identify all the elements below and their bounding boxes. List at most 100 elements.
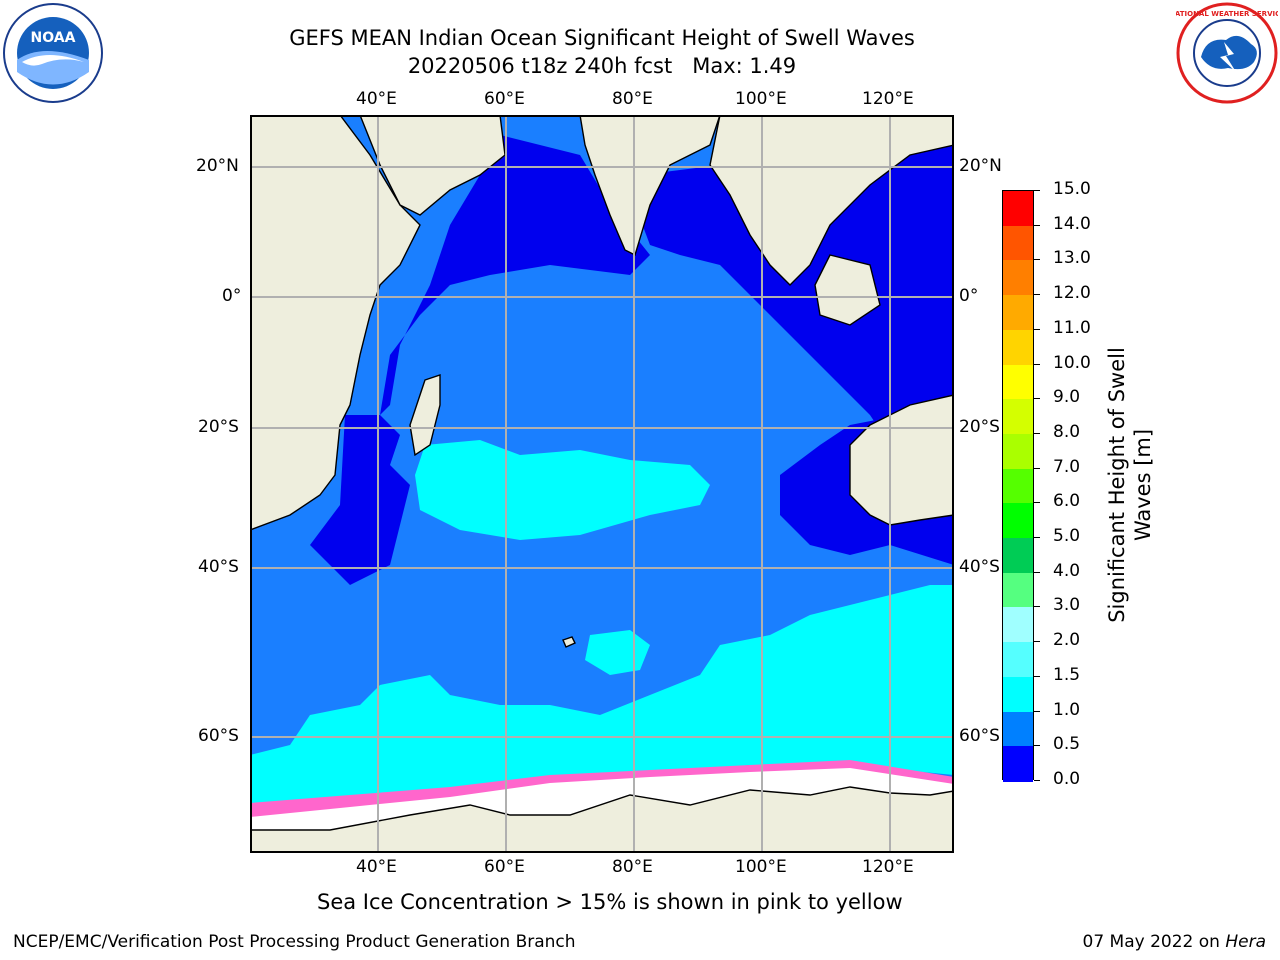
colorbar-segment	[1003, 746, 1033, 783]
lat-tick-right: 20°N	[959, 156, 1002, 176]
colorbar-tick-mark	[1034, 190, 1040, 191]
colorbar-tick-label: 8.0	[1053, 421, 1081, 442]
lon-tick-top: 40°E	[356, 89, 397, 109]
lon-tick-top: 120°E	[862, 89, 914, 109]
swell-deep-mozambique	[310, 415, 410, 585]
colorbar-tick-mark	[1034, 432, 1040, 434]
colorbar-tick-label: 12.0	[1053, 283, 1091, 304]
footer-date: 07 May 2022 on	[1082, 932, 1226, 952]
land-kerguelen	[562, 636, 576, 648]
colorbar-segment	[1003, 503, 1033, 540]
colorbar-tick-label: 6.0	[1053, 491, 1081, 512]
lon-tick-top: 60°E	[484, 89, 525, 109]
nws-logo-text: NATIONAL WEATHER SERVICE	[1176, 10, 1278, 18]
colorbar-segment	[1003, 364, 1033, 401]
colorbar-segment	[1003, 676, 1033, 714]
sea-ice-caption: Sea Ice Concentration > 15% is shown in …	[317, 890, 903, 914]
lon-tick-bottom: 100°E	[735, 857, 787, 877]
lon-tick-bottom: 60°E	[484, 857, 525, 877]
colorbar-segment	[1003, 295, 1033, 332]
colorbar-segment	[1003, 191, 1033, 228]
lon-tick-bottom: 80°E	[612, 857, 653, 877]
nws-logo: NATIONAL WEATHER SERVICE	[1176, 2, 1278, 104]
lat-tick-right: 60°S	[959, 726, 1000, 746]
lat-tick-right: 0°	[959, 286, 979, 306]
colorbar-segment	[1003, 642, 1033, 679]
footer-host: Hera	[1225, 932, 1266, 952]
sea-ice-edge	[250, 760, 954, 820]
colorbar-tick-label: 14.0	[1053, 213, 1091, 234]
colorbar-tick-label: 4.0	[1053, 560, 1081, 581]
swell-cyan-subtropical	[415, 440, 710, 540]
colorbar-tick-mark	[1034, 571, 1040, 573]
footer-left: NCEP/EMC/Verification Post Processing Pr…	[13, 932, 576, 952]
land-antarctica	[250, 786, 954, 853]
colorbar-segment	[1003, 468, 1033, 505]
footer-right: 07 May 2022 on Hera	[1083, 932, 1267, 952]
colorbar-tick-mark	[1034, 259, 1040, 261]
colorbar-segment	[1003, 538, 1033, 575]
colorbar-segment	[1003, 329, 1033, 367]
colorbar-tick-mark	[1034, 537, 1040, 539]
colorbar-tick-mark	[1034, 398, 1040, 400]
colorbar-segment	[1003, 572, 1033, 609]
lon-tick-top: 100°E	[735, 89, 787, 109]
lat-tick-left: 0°	[222, 286, 242, 306]
colorbar-tick-label: 7.0	[1053, 456, 1081, 477]
chart-subtitle: 20220506 t18z 240h fcst Max: 1.49	[407, 54, 797, 78]
lat-tick-left: 20°N	[196, 156, 239, 176]
colorbar-segment	[1003, 711, 1033, 748]
colorbar-segment	[1003, 399, 1033, 436]
colorbar-tick-label: 0.5	[1053, 734, 1081, 755]
land-borneo	[814, 254, 881, 326]
lat-tick-left: 20°S	[198, 417, 239, 437]
map-panel	[250, 115, 954, 853]
lon-tick-bottom: 40°E	[356, 857, 397, 877]
colorbar-tick-label: 0.0	[1053, 769, 1081, 789]
colorbar-tick-label: 3.0	[1053, 595, 1081, 616]
colorbar-label-line1: Significant Height of Swell	[1104, 347, 1129, 623]
colorbar-segment	[1003, 607, 1033, 644]
colorbar-tick-label: 11.0	[1053, 317, 1091, 338]
lat-tick-right: 20°S	[959, 417, 1000, 437]
colorbar-tick-mark	[1034, 502, 1040, 504]
colorbar	[1002, 190, 1034, 783]
lat-tick-left: 40°S	[198, 557, 239, 577]
lat-tick-right: 40°S	[959, 557, 1000, 577]
colorbar-label-line2: Waves [m]	[1131, 428, 1155, 542]
land-madagascar	[409, 374, 441, 457]
colorbar-tick-mark	[1034, 780, 1040, 781]
colorbar-tick-mark	[1034, 224, 1040, 226]
colorbar-tick-mark	[1034, 641, 1040, 643]
colorbar-tick-mark	[1034, 606, 1040, 608]
land-southeast-asia	[709, 115, 954, 286]
lat-tick-left: 60°S	[198, 726, 239, 746]
graticule	[250, 115, 954, 853]
colorbar-tick-mark	[1034, 675, 1040, 677]
land-arabia	[359, 115, 506, 216]
colorbar-tick-mark	[1034, 363, 1040, 365]
colorbar-tick-label: 2.0	[1053, 630, 1081, 651]
colorbar-segment	[1003, 433, 1033, 471]
colorbar-segment	[1003, 260, 1033, 297]
colorbar-tick-mark	[1034, 467, 1040, 469]
colorbar-tick-label: 10.0	[1053, 352, 1091, 373]
swell-cyan-southern	[250, 585, 954, 805]
lon-tick-bottom: 120°E	[862, 857, 914, 877]
noaa-logo: NOAA	[3, 3, 103, 103]
lon-tick-top: 80°E	[612, 89, 653, 109]
colorbar-tick-label: 13.0	[1053, 248, 1091, 269]
colorbar-tick-label: 9.0	[1053, 387, 1081, 408]
chart-title: GEFS MEAN Indian Ocean Significant Heigh…	[289, 26, 915, 50]
noaa-logo-text: NOAA	[31, 30, 76, 46]
colorbar-tick-label: 1.5	[1053, 664, 1081, 685]
colorbar-tick-mark	[1034, 294, 1040, 296]
colorbar-tick-label: 15.0	[1053, 179, 1091, 199]
swell-deep-north	[380, 135, 650, 415]
colorbar-segment	[1003, 225, 1033, 262]
colorbar-tick-mark	[1034, 328, 1040, 330]
colorbar-tick-label: 5.0	[1053, 526, 1081, 547]
colorbar-tick-mark	[1034, 710, 1040, 712]
colorbar-tick-label: 1.0	[1053, 699, 1081, 720]
colorbar-tick-mark	[1034, 745, 1040, 747]
